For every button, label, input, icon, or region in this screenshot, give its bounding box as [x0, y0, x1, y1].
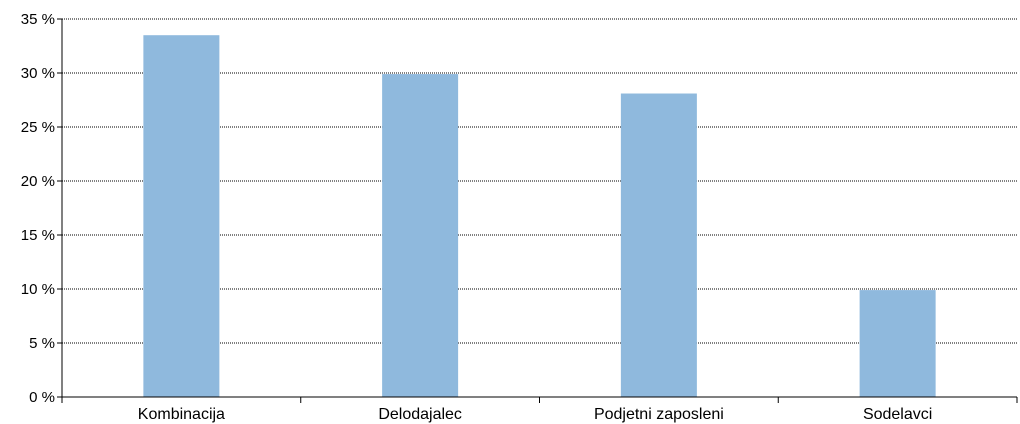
bars	[143, 35, 936, 398]
category-label: Kombinacija	[138, 406, 225, 423]
category-labels: Kombinacija Delodajalec Podjetni zaposleni…	[138, 406, 933, 423]
bar	[859, 290, 936, 397]
y-tick-label: 10 %	[21, 281, 55, 298]
bar	[620, 93, 697, 398]
category-label: Podjetni zaposleni	[594, 406, 724, 423]
y-tick-label: 5 %	[29, 335, 55, 352]
y-tick-labels: 0 % 5 % 10 % 15 % 20 % 25 % 30 % 35 %	[21, 11, 55, 406]
bar	[382, 74, 459, 397]
y-tick-label: 15 %	[21, 227, 55, 244]
y-tick-label: 30 %	[21, 65, 55, 82]
y-tick-label: 0 %	[29, 389, 55, 406]
y-tick-label: 20 %	[21, 173, 55, 190]
axes	[57, 18, 1018, 403]
y-tick-label: 35 %	[21, 11, 55, 28]
y-tick-label: 25 %	[21, 119, 55, 136]
category-label: Sodelavci	[863, 406, 932, 423]
bar	[143, 35, 220, 397]
category-label: Delodajalec	[378, 406, 462, 423]
